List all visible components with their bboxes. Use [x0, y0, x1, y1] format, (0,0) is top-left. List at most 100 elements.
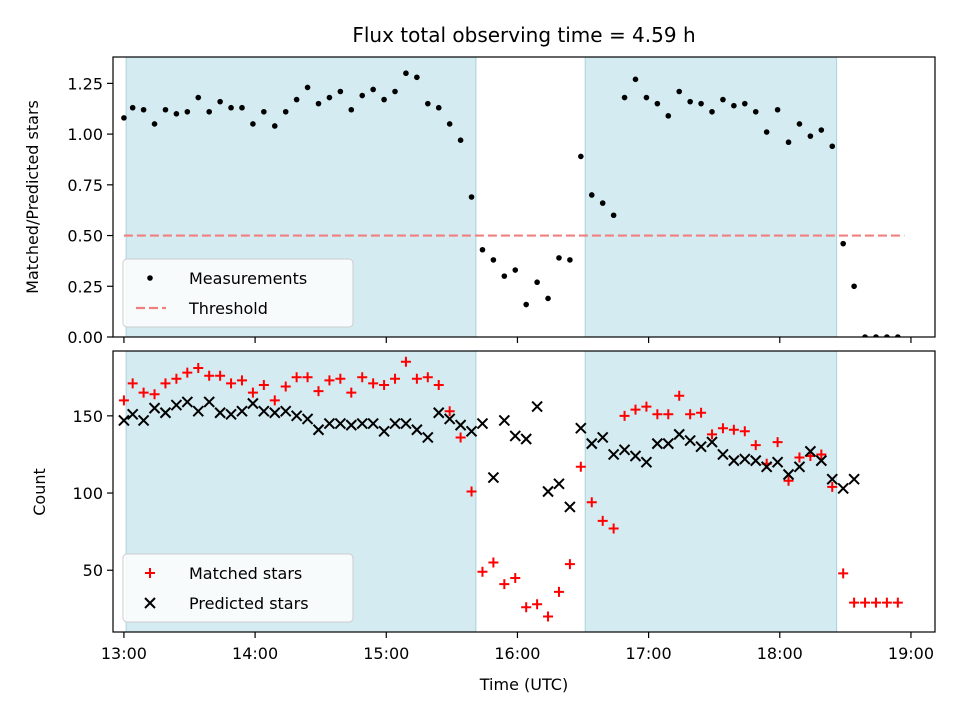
x-tick-label: 16:00 — [494, 644, 540, 663]
predicted-star-point — [782, 468, 795, 481]
matched-star-point — [608, 523, 619, 534]
measurement-point — [840, 240, 846, 247]
measurement-point — [829, 143, 836, 150]
predicted-star-point — [607, 448, 620, 461]
bottom-panel: 50 100 150 13:00 14:00 15:00 16:00 17:00 18:00 19… — [72, 350, 936, 663]
matched-star-point — [313, 386, 324, 397]
matched-star-point — [772, 437, 783, 448]
measurement-point — [774, 106, 781, 113]
matched-star-point — [357, 372, 368, 383]
matched-star-point — [335, 373, 346, 384]
measurement-point — [796, 121, 803, 127]
measurement-point — [414, 74, 420, 81]
measurement-point — [403, 70, 409, 77]
measurement-point — [763, 129, 770, 135]
measurement-point — [578, 153, 584, 160]
predicted-star-point — [771, 456, 784, 468]
predicted-star-point — [596, 431, 609, 444]
measurement-point — [512, 267, 519, 273]
predicted-star-point — [542, 485, 554, 498]
measurement-point — [250, 121, 256, 127]
matched-star-point — [118, 395, 129, 406]
measurement-point — [315, 100, 322, 107]
y-tick-label: 0.50 — [67, 227, 103, 246]
matched-star-point — [291, 372, 302, 383]
legend-box — [122, 553, 354, 623]
matched-star-point — [204, 370, 215, 381]
predicted-star-point — [553, 478, 565, 490]
measurement-point — [425, 100, 431, 107]
matched-star-point — [433, 379, 444, 390]
matched-star-point — [641, 401, 652, 412]
predicted-star-point — [247, 397, 259, 410]
predicted-star-point — [564, 501, 576, 513]
matched-star-point — [521, 602, 532, 613]
legend-label: Threshold — [188, 299, 268, 318]
measurement-point — [348, 106, 355, 113]
measurement-point — [326, 94, 333, 101]
matched-star-point — [707, 429, 718, 440]
matched-star-point — [171, 373, 182, 384]
matched-star-point — [324, 375, 335, 386]
measurement-point — [435, 104, 442, 111]
measurement-point — [293, 96, 300, 103]
measurement-point — [567, 257, 573, 263]
predicted-star-point — [750, 454, 762, 467]
measurement-point — [818, 127, 825, 133]
matched-star-point — [247, 387, 258, 398]
predicted-star-point — [192, 405, 204, 417]
measurement-point — [556, 255, 562, 261]
measurement-point — [261, 108, 267, 115]
matched-star-point — [553, 586, 564, 597]
matched-star-point — [870, 597, 881, 608]
predicted-star-point — [411, 424, 423, 436]
matched-star-point — [750, 440, 761, 451]
matched-star-point — [466, 486, 477, 497]
matched-star-point — [575, 461, 586, 472]
predicted-star-point — [159, 407, 172, 419]
measurement-point — [206, 108, 212, 115]
measurement-point — [184, 108, 191, 115]
matched-star-point — [783, 475, 794, 486]
predicted-star-point — [618, 444, 631, 456]
measurement-point — [698, 100, 704, 107]
predicted-star-point — [760, 461, 773, 473]
predicted-star-point — [662, 437, 674, 450]
predicted-star-point — [118, 414, 130, 427]
measurement-point — [676, 88, 683, 95]
measurement-point — [654, 100, 661, 107]
matched-star-point — [138, 387, 149, 398]
shaded-interval — [584, 57, 838, 337]
predicted-star-point — [673, 428, 685, 441]
y-tick-label: 0.00 — [67, 328, 103, 347]
legend-marker — [144, 597, 156, 609]
predicted-star-point — [476, 417, 489, 430]
matched-star-point — [182, 367, 193, 378]
matched-star-point — [422, 372, 433, 383]
measurement-point — [720, 96, 726, 103]
matched-star-point — [838, 568, 849, 579]
predicted-star-point — [236, 405, 248, 417]
legend: Measurements Threshold — [122, 258, 354, 328]
matched-star-point — [663, 409, 674, 420]
matched-star-point — [619, 410, 630, 421]
predicted-star-point — [301, 413, 314, 425]
matched-star-point — [543, 611, 554, 622]
legend-box — [122, 258, 354, 328]
predicted-star-point — [378, 425, 390, 437]
measurement-point — [643, 94, 650, 101]
matched-star-point — [685, 409, 696, 420]
measurement-point — [239, 104, 245, 111]
measurement-point — [632, 76, 639, 83]
measurement-point — [217, 98, 223, 105]
predicted-star-point — [290, 410, 303, 422]
x-tick-label: 18:00 — [757, 644, 803, 663]
measurement-point — [851, 283, 857, 290]
predicted-star-point — [454, 419, 467, 431]
predicted-star-point — [498, 414, 511, 427]
matched-star-point — [302, 372, 313, 383]
measurement-point — [545, 295, 551, 302]
measurement-point — [752, 108, 759, 115]
predicted-star-point — [586, 437, 598, 450]
matched-star-point — [739, 426, 750, 437]
